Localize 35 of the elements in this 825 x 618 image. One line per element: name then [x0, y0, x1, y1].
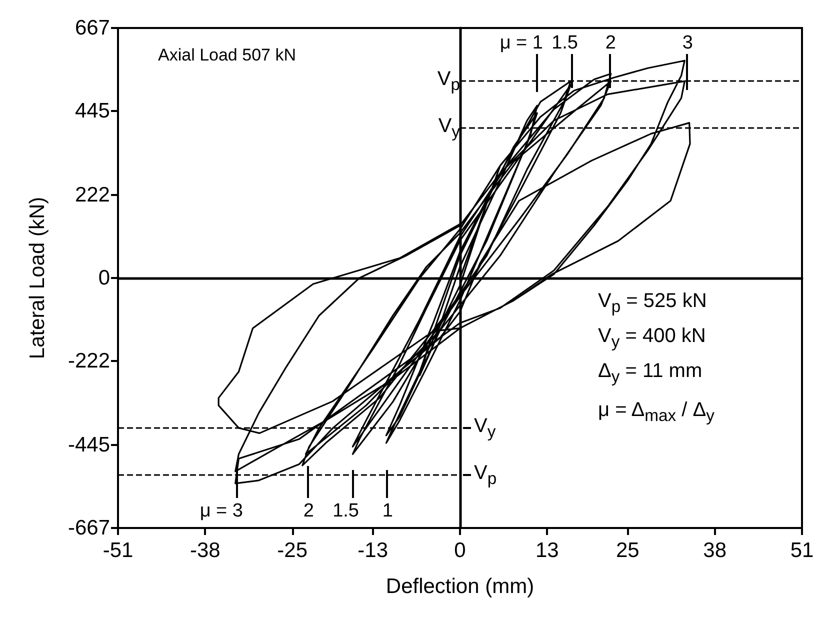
annotation: μ = 3: [200, 500, 243, 522]
ref-line-label: V$_{p}$: [474, 462, 497, 488]
annotation: Δ$_{y}$ = 11 mm: [598, 360, 702, 386]
annotation: 3: [682, 32, 693, 54]
x-tick-label: 13: [535, 539, 559, 562]
x-tick-label: -51: [102, 539, 134, 562]
x-tick-label: 25: [616, 539, 640, 562]
x-tick-label: 51: [790, 539, 814, 562]
annotation: Axial Load 507 kN: [158, 46, 296, 66]
annotation: μ = Δ$_{max}$ / Δ$_{y}$: [598, 398, 714, 426]
x-tick-label: 38: [703, 539, 727, 562]
y-tick-label: 445: [74, 100, 110, 123]
y-tick-label: 0: [98, 266, 110, 290]
annotation: V$_{y}$ = 400 kN: [598, 324, 706, 352]
y-tick-label: -445: [68, 433, 110, 456]
y-tick-label: 222: [74, 183, 110, 206]
ref-line-label: V$_{y}$: [474, 414, 496, 442]
x-tick-label: -25: [277, 539, 308, 562]
y-tick-label: -667: [68, 516, 110, 540]
annotation: 1: [382, 500, 393, 522]
x-axis-title: Deflection (mm): [386, 575, 534, 598]
annotation: 1.5: [332, 500, 359, 522]
ref-line-label: V$_{p}$: [437, 68, 460, 94]
annotation: 2: [303, 500, 314, 522]
x-tick-label: -38: [190, 539, 220, 562]
annotation: 2: [605, 32, 616, 54]
y-tick-label: -222: [68, 350, 110, 373]
y-axis-title: Lateral Load (kN): [26, 196, 49, 360]
annotation: μ = 1: [500, 32, 543, 54]
annotation: V$_{p}$ = 525 kN: [598, 290, 707, 316]
annotation: 1.5: [552, 32, 578, 54]
y-tick-label: 667: [74, 16, 110, 40]
x-tick-label: -13: [358, 539, 388, 562]
ref-line-label: V$_{y}$: [438, 114, 460, 142]
x-tick-label: 0: [454, 539, 466, 562]
